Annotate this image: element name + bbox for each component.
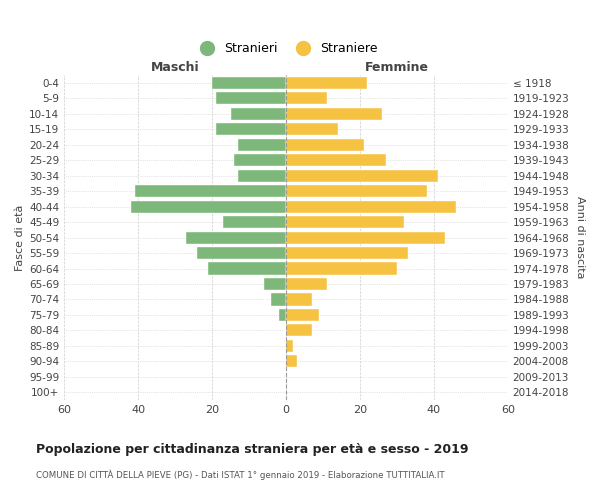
Bar — [264, 278, 286, 290]
Bar — [286, 154, 386, 166]
Bar — [186, 232, 286, 243]
Bar — [286, 356, 297, 368]
Bar — [286, 309, 319, 321]
Bar — [235, 154, 286, 166]
Bar — [286, 216, 404, 228]
Bar — [286, 294, 312, 306]
Text: Maschi: Maschi — [151, 61, 199, 74]
Y-axis label: Anni di nascita: Anni di nascita — [575, 196, 585, 279]
Bar — [286, 123, 338, 135]
Bar — [286, 340, 293, 352]
Bar — [216, 123, 286, 135]
Bar — [238, 138, 286, 150]
Bar — [286, 138, 364, 150]
Bar — [286, 232, 445, 243]
Bar — [216, 92, 286, 104]
Bar — [131, 200, 286, 212]
Bar — [278, 309, 286, 321]
Bar — [271, 294, 286, 306]
Bar — [286, 200, 456, 212]
Bar — [286, 185, 427, 197]
Bar — [286, 262, 397, 274]
Bar — [230, 108, 286, 120]
Bar — [286, 76, 367, 88]
Text: COMUNE DI CITTÀ DELLA PIEVE (PG) - Dati ISTAT 1° gennaio 2019 - Elaborazione TUT: COMUNE DI CITTÀ DELLA PIEVE (PG) - Dati … — [36, 470, 445, 480]
Bar — [286, 247, 408, 259]
Bar — [286, 324, 312, 336]
Bar — [238, 170, 286, 181]
Bar — [212, 76, 286, 88]
Bar — [286, 92, 327, 104]
Bar — [208, 262, 286, 274]
Legend: Stranieri, Straniere: Stranieri, Straniere — [194, 42, 378, 55]
Bar — [286, 170, 437, 181]
Bar — [134, 185, 286, 197]
Text: Popolazione per cittadinanza straniera per età e sesso - 2019: Popolazione per cittadinanza straniera p… — [36, 442, 469, 456]
Text: Femmine: Femmine — [365, 61, 429, 74]
Y-axis label: Fasce di età: Fasce di età — [15, 204, 25, 270]
Bar — [286, 108, 382, 120]
Bar — [223, 216, 286, 228]
Bar — [197, 247, 286, 259]
Bar — [286, 278, 327, 290]
